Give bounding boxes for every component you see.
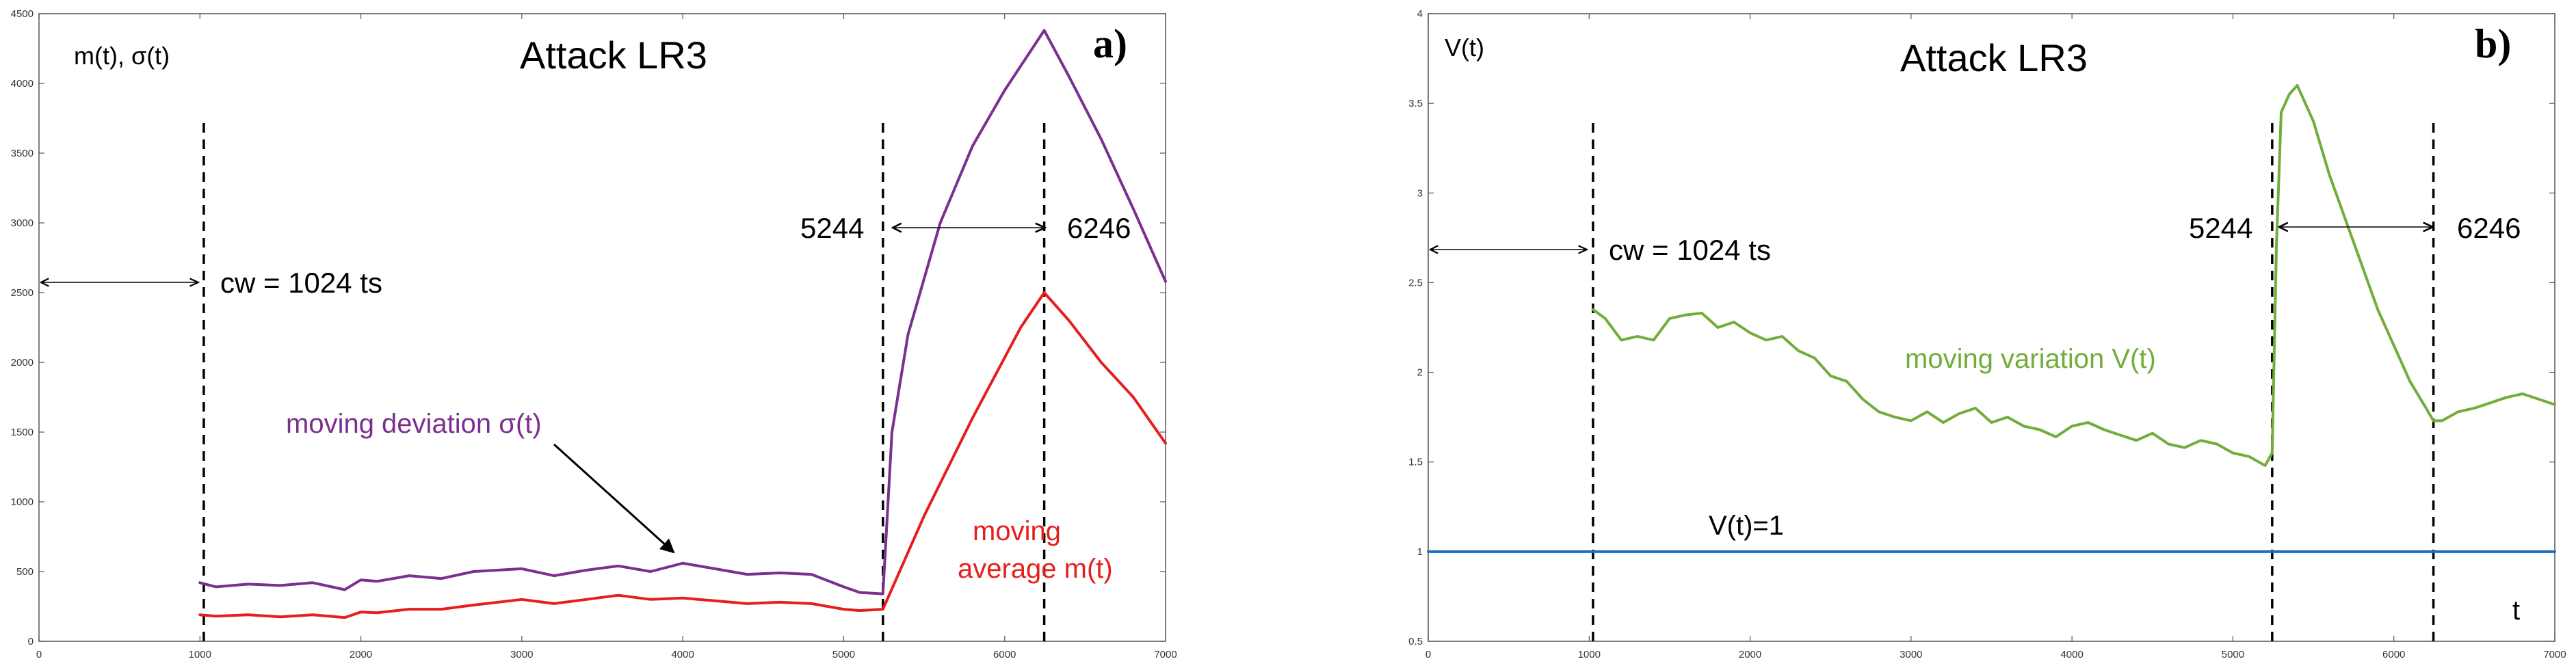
x-tick-label: 7000 [1154,649,1177,660]
y-tick-label: 3000 [11,217,34,229]
x-tick-label: 4000 [671,649,694,660]
panel-a-average-label-2: average m(t) [958,554,1113,584]
series-line [198,29,1167,595]
panel-a-label: a) [1093,21,1127,66]
panel-a-start-label: 5244 [800,212,864,244]
panel-a-series [198,29,1167,619]
y-tick-label: 2.5 [1408,277,1423,289]
y-tick-label: 4 [1417,8,1423,20]
panel-b-title: Attack LR3 [1900,36,2088,79]
panel-b-vlines [1592,123,2435,641]
panel-a-average-label-1: moving [973,516,1061,546]
x-tick-label: 3000 [510,649,533,660]
x-tick-label: 3000 [1900,649,1922,660]
x-tick-label: 5000 [832,649,855,660]
panel-b-end-label: 6246 [2457,212,2521,244]
panel-a-ylabel: m(t), σ(t) [74,42,170,70]
panel-b-start-label: 5244 [2189,212,2252,244]
panel-b-plot-area [1428,13,2555,642]
y-tick-label: 1000 [11,496,34,508]
x-tick-label: 2000 [350,649,372,660]
y-tick-label: 3500 [11,148,34,159]
y-tick-label: 4000 [11,78,34,90]
y-tick-label: 3 [1417,187,1423,199]
panel-a-ticks: 0 1000 2000 3000 4000 5000 6000 7000 0 500 1000 150… [11,8,1177,660]
x-tick-label: 1000 [189,649,211,660]
x-tick-label: 0 [1425,649,1431,660]
panel-b-t-label: t [2512,595,2520,626]
panel-a-cw-label: cw = 1024 ts [220,267,382,299]
y-tick-label: 2500 [11,287,34,299]
panel-a-vlines [202,123,1046,641]
panel-a-title: Attack LR3 [520,34,707,77]
panel-b-ylabel: V(t) [1445,34,1484,62]
y-tick-label: 500 [16,566,34,578]
series-line [198,291,1167,619]
x-tick-label: 0 [36,649,42,660]
y-tick-label: 2 [1417,367,1423,379]
y-tick-label: 0.5 [1408,636,1423,647]
y-tick-label: 1500 [11,427,34,438]
panel-b-ticks: 0 1000 2000 3000 4000 5000 6000 7000 0.5 1 1.5 2 2.5… [1408,8,2566,660]
panel-b: 0 1000 2000 3000 4000 5000 6000 7000 0.5 1 1.5 2 2.5… [1408,8,2566,660]
panel-a: 0 1000 2000 3000 4000 5000 6000 7000 0 500 1000 150… [11,8,1177,660]
y-tick-label: 1 [1417,546,1423,558]
panel-b-variation-label: moving variation V(t) [1905,344,2156,374]
x-tick-label: 6000 [993,649,1016,660]
y-tick-label: 4500 [11,8,34,20]
panel-a-deviation-label: moving deviation σ(t) [286,409,542,439]
x-tick-label: 1000 [1578,649,1601,660]
x-tick-label: 5000 [2222,649,2244,660]
x-tick-label: 2000 [1739,649,1761,660]
panel-a-end-label: 6246 [1067,212,1131,244]
x-tick-label: 7000 [2543,649,2566,660]
x-tick-label: 4000 [2060,649,2083,660]
series-line [1591,83,2556,467]
panel-b-baseline-label: V(t)=1 [1709,511,1784,541]
panel-b-label: b) [2475,21,2511,66]
y-tick-label: 3.5 [1408,98,1423,109]
panel-a-deviation-pointer [553,443,675,554]
y-tick-label: 0 [28,636,34,647]
x-tick-label: 6000 [2382,649,2405,660]
y-tick-label: 1.5 [1408,457,1423,468]
panel-b-cw-label: cw = 1024 ts [1609,234,1771,266]
y-tick-label: 2000 [11,357,34,368]
panel-a-plot-area [38,13,1166,642]
panel-b-series [1427,83,2556,553]
